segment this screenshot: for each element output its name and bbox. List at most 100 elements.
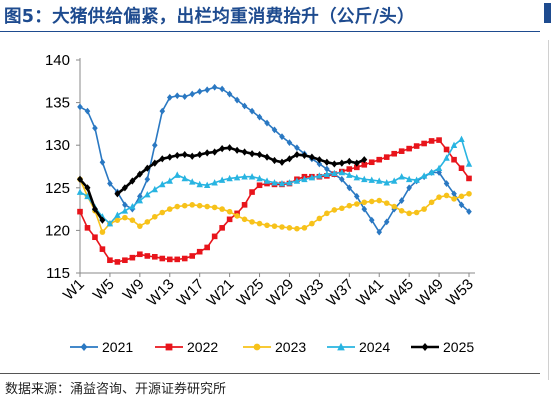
legend-label-2023: 2023 <box>275 339 306 355</box>
data-point-2025 <box>271 156 278 165</box>
data-point-2024 <box>181 174 188 182</box>
data-point-2022 <box>398 148 405 154</box>
data-point-2024 <box>76 188 84 195</box>
data-point-2023 <box>436 194 442 200</box>
data-point-2024 <box>174 171 181 178</box>
data-point-2025 <box>166 153 173 161</box>
data-point-2025 <box>308 153 315 161</box>
data-point-2025 <box>99 216 106 224</box>
data-point-2022 <box>383 154 390 160</box>
data-point-2021 <box>466 208 472 216</box>
data-point-2023 <box>451 196 457 202</box>
data-point-2022 <box>458 165 465 172</box>
data-point-2025 <box>159 155 166 163</box>
series-line-2025 <box>116 146 365 195</box>
data-point-2022 <box>391 150 397 157</box>
data-point-2022 <box>421 140 427 147</box>
data-point-2023 <box>309 220 315 227</box>
data-point-2024 <box>196 180 203 188</box>
data-point-2024 <box>435 164 443 172</box>
series-2024 <box>76 135 473 227</box>
data-point-2021 <box>219 85 225 93</box>
data-point-2021 <box>294 144 300 152</box>
data-point-2025 <box>361 156 368 164</box>
data-point-2022 <box>166 256 173 263</box>
data-point-2024 <box>144 191 151 198</box>
data-point-2024 <box>405 175 413 183</box>
data-point-2023 <box>398 208 405 214</box>
data-point-2023 <box>458 193 465 200</box>
data-point-2024 <box>226 174 233 182</box>
data-point-2025 <box>278 158 285 166</box>
data-point-2023 <box>219 206 225 212</box>
y-tick-label: 115 <box>46 265 70 282</box>
legend-label-2024: 2024 <box>359 339 390 355</box>
data-point-2025 <box>226 144 233 152</box>
data-point-2024 <box>166 177 173 184</box>
series-2023 <box>77 176 472 235</box>
data-point-2023 <box>159 209 166 216</box>
data-point-2022 <box>376 156 383 163</box>
data-point-2024 <box>159 180 166 188</box>
data-point-2022 <box>211 233 218 240</box>
data-point-2022 <box>204 244 210 251</box>
series-2025 <box>77 144 368 224</box>
data-point-2025 <box>249 150 256 158</box>
data-point-2024 <box>293 177 301 184</box>
data-point-2023 <box>443 192 450 199</box>
data-point-2024 <box>443 154 450 161</box>
data-point-2021 <box>451 190 457 198</box>
data-point-2025 <box>234 146 241 154</box>
data-point-2025 <box>114 190 121 198</box>
data-point-2025 <box>174 151 181 160</box>
data-point-2025 <box>286 155 293 163</box>
x-tick-label: W5 <box>90 276 118 304</box>
data-point-2025 <box>346 157 353 165</box>
data-point-2022 <box>413 143 420 149</box>
series-line-2025 <box>79 178 104 221</box>
data-point-2023 <box>368 198 375 205</box>
data-point-2024 <box>353 173 360 181</box>
data-point-2022 <box>189 253 196 259</box>
data-point-2022 <box>443 146 450 153</box>
data-point-2021 <box>346 184 353 192</box>
data-point-2021 <box>264 119 270 127</box>
x-tick-label: W29 <box>263 276 297 310</box>
data-point-2022 <box>137 251 143 258</box>
data-point-2023 <box>129 217 136 223</box>
legend-marker-2022 <box>165 343 173 351</box>
data-point-2024 <box>331 169 338 177</box>
data-point-2021 <box>196 88 203 95</box>
data-point-2025 <box>129 177 136 185</box>
data-point-2024 <box>308 173 316 181</box>
data-point-2024 <box>189 178 196 185</box>
data-point-2023 <box>316 215 323 222</box>
source-divider <box>0 373 540 374</box>
source-note: 数据来源：涌益咨询、开源证券研究所 <box>5 382 227 397</box>
data-point-2024 <box>458 135 465 143</box>
data-point-2025 <box>136 170 143 178</box>
data-point-2022 <box>196 248 203 255</box>
data-point-2024 <box>271 179 278 186</box>
data-point-2022 <box>219 225 225 231</box>
data-point-2025 <box>204 149 211 157</box>
x-tick-label: W33 <box>293 276 327 310</box>
data-point-2025 <box>293 150 300 159</box>
data-point-2023 <box>189 202 196 208</box>
data-point-2023 <box>256 220 263 227</box>
data-point-2024 <box>129 202 136 210</box>
data-point-2023 <box>99 229 106 235</box>
data-point-2023 <box>174 203 181 210</box>
y-tick-label: 140 <box>45 52 70 69</box>
data-point-2021 <box>324 165 330 173</box>
data-point-2023 <box>353 201 360 207</box>
data-point-2024 <box>450 141 458 148</box>
data-point-2025 <box>323 158 330 166</box>
data-point-2024 <box>211 179 218 186</box>
data-point-2021 <box>241 102 248 110</box>
data-point-2024 <box>346 171 353 178</box>
data-point-2024 <box>368 176 375 183</box>
data-point-2021 <box>84 107 91 115</box>
data-point-2023 <box>137 223 143 229</box>
